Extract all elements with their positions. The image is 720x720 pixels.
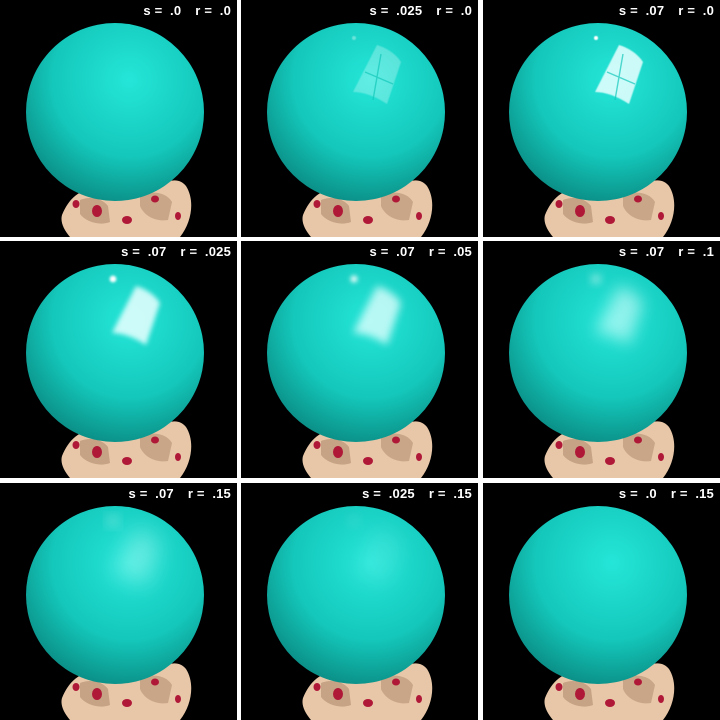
specular-label: s = .07: [121, 244, 167, 259]
panel-label: s = .025 r = .0: [370, 3, 473, 18]
panel-label: s = .07 r = .025: [121, 244, 231, 259]
sphere-panel: s = .025 r = .0: [241, 0, 478, 237]
sphere-render: [267, 264, 445, 478]
roughness-label: r = .0: [678, 3, 714, 18]
roughness-label: r = .05: [428, 244, 472, 259]
sphere-render: [267, 23, 445, 237]
panel-label: s = .025 r = .15: [362, 486, 472, 501]
sphere-panel: s = .07 r = .05: [241, 241, 478, 478]
panel-label: s = .07 r = .05: [369, 244, 472, 259]
roughness-label: r = .025: [180, 244, 231, 259]
specular-label: s = .0: [143, 3, 182, 18]
specular-label: s = .07: [128, 486, 174, 501]
sphere-render: [26, 506, 204, 720]
sphere-render: [26, 264, 204, 478]
sphere-panel: s = .07 r = .1: [483, 241, 720, 478]
panel-label: s = .0 r = .0: [143, 3, 231, 18]
specular-label: s = .025: [362, 486, 415, 501]
sphere-render: [26, 23, 204, 237]
sphere-render: [509, 506, 687, 720]
roughness-label: r = .1: [678, 244, 714, 259]
panel-label: s = .07 r = .1: [619, 244, 714, 259]
sphere-panel: s = .0 r = .15: [483, 483, 720, 720]
panel-label: s = .07 r = .15: [128, 486, 231, 501]
sphere-panel: s = .07 r = .0: [483, 0, 720, 237]
roughness-label: r = .15: [670, 486, 714, 501]
roughness-label: r = .0: [436, 3, 472, 18]
specular-label: s = .07: [369, 244, 415, 259]
roughness-label: r = .0: [195, 3, 231, 18]
sphere-render: [509, 264, 687, 478]
panel-label: s = .0 r = .15: [619, 486, 714, 501]
sphere-panel: s = .0 r = .0: [0, 0, 237, 237]
sphere-panel: s = .025 r = .15: [241, 483, 478, 720]
roughness-label: r = .15: [187, 486, 231, 501]
panel-label: s = .07 r = .0: [619, 3, 714, 18]
sphere-render: [267, 506, 445, 720]
sphere-panel: s = .07 r = .15: [0, 483, 237, 720]
sphere-panel: s = .07 r = .025: [0, 241, 237, 478]
roughness-label: r = .15: [428, 486, 472, 501]
specular-label: s = .025: [369, 3, 423, 18]
specular-label: s = .0: [618, 486, 657, 501]
sphere-render: [509, 23, 687, 237]
specular-label: s = .07: [618, 3, 665, 18]
specular-label: s = .07: [618, 244, 665, 259]
